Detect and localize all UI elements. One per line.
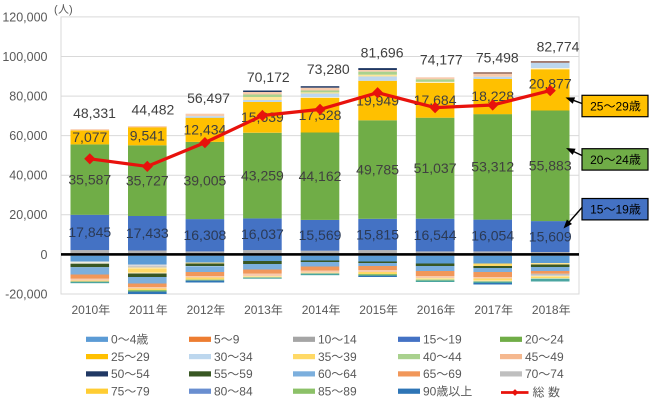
- svg-text:16,544: 16,544: [414, 227, 457, 243]
- svg-text:15,815: 15,815: [356, 226, 399, 242]
- svg-text:2017: 2017: [474, 303, 501, 317]
- svg-text:15: 15: [590, 203, 604, 217]
- svg-text:84: 84: [239, 385, 253, 399]
- svg-text:60: 60: [318, 367, 332, 381]
- svg-text:80: 80: [214, 385, 228, 399]
- svg-text:49: 49: [550, 350, 564, 364]
- svg-text:17,845: 17,845: [68, 224, 111, 240]
- svg-text:40,000: 40,000: [9, 169, 47, 183]
- svg-text:90: 90: [423, 385, 437, 399]
- svg-text:44,162: 44,162: [299, 168, 342, 184]
- svg-text:35,727: 35,727: [126, 172, 169, 188]
- svg-text:69: 69: [448, 367, 462, 381]
- svg-text:20: 20: [525, 333, 539, 347]
- svg-text:29: 29: [136, 350, 150, 364]
- svg-text:2011: 2011: [129, 303, 155, 317]
- svg-text:75,498: 75,498: [476, 50, 519, 66]
- svg-text:16,308: 16,308: [183, 227, 226, 243]
- svg-text:2015: 2015: [359, 303, 386, 317]
- svg-text:120,000: 120,000: [2, 10, 47, 24]
- svg-text:29: 29: [616, 99, 630, 113]
- svg-text:56,497: 56,497: [187, 90, 230, 106]
- svg-text:44,482: 44,482: [131, 102, 174, 118]
- svg-text:15: 15: [423, 333, 437, 347]
- svg-text:): ): [69, 4, 73, 16]
- svg-text:80,000: 80,000: [9, 90, 47, 104]
- svg-text:39: 39: [343, 350, 357, 364]
- svg-text:85: 85: [318, 385, 332, 399]
- svg-text:43,259: 43,259: [241, 167, 284, 183]
- svg-text:54: 54: [136, 367, 150, 381]
- svg-text:2013: 2013: [244, 303, 271, 317]
- svg-text:20,877: 20,877: [529, 75, 572, 91]
- svg-text:4: 4: [130, 333, 137, 347]
- svg-text:74,177: 74,177: [420, 51, 463, 67]
- svg-text:73,280: 73,280: [307, 61, 350, 77]
- svg-text:17,433: 17,433: [126, 225, 169, 241]
- svg-text:24: 24: [550, 333, 564, 347]
- svg-text:70,172: 70,172: [247, 69, 290, 85]
- svg-text:100,000: 100,000: [2, 50, 47, 64]
- svg-text:24: 24: [616, 153, 630, 167]
- svg-text:30: 30: [214, 350, 228, 364]
- svg-text:55,883: 55,883: [529, 158, 572, 174]
- svg-text:75: 75: [111, 385, 125, 399]
- svg-text:44: 44: [448, 350, 462, 364]
- svg-text:49,785: 49,785: [356, 161, 399, 177]
- svg-text:9: 9: [233, 333, 240, 347]
- svg-text:51,037: 51,037: [414, 160, 457, 176]
- svg-text:20,000: 20,000: [9, 208, 47, 222]
- svg-text:12,434: 12,434: [183, 121, 226, 137]
- svg-text:53,312: 53,312: [471, 159, 514, 175]
- svg-text:5: 5: [214, 333, 221, 347]
- svg-text:34: 34: [239, 350, 253, 364]
- svg-text:55: 55: [214, 367, 228, 381]
- svg-text:82,774: 82,774: [537, 39, 580, 55]
- svg-text:70: 70: [525, 367, 539, 381]
- svg-text:2014: 2014: [302, 303, 329, 317]
- svg-text:60,000: 60,000: [9, 129, 47, 143]
- svg-text:20: 20: [590, 153, 604, 167]
- svg-text:10: 10: [318, 333, 332, 347]
- svg-text:39,005: 39,005: [183, 172, 226, 188]
- svg-text:15,569: 15,569: [299, 227, 342, 243]
- svg-text:16,054: 16,054: [471, 227, 514, 243]
- svg-text:25: 25: [111, 350, 125, 364]
- svg-text:64: 64: [343, 367, 357, 381]
- svg-text:9,541: 9,541: [130, 128, 165, 144]
- svg-text:19: 19: [448, 333, 462, 347]
- svg-text:45: 45: [525, 350, 539, 364]
- svg-text:2012: 2012: [187, 303, 214, 317]
- svg-text:(: (: [54, 4, 58, 16]
- svg-text:2018: 2018: [532, 303, 559, 317]
- svg-text:2016: 2016: [417, 303, 444, 317]
- svg-text:35: 35: [318, 350, 332, 364]
- svg-text:74: 74: [550, 367, 564, 381]
- svg-text:89: 89: [343, 385, 357, 399]
- svg-text:14: 14: [343, 333, 357, 347]
- svg-text:19: 19: [616, 203, 630, 217]
- svg-text:16,037: 16,037: [241, 226, 284, 242]
- svg-text:81,696: 81,696: [361, 45, 404, 61]
- svg-text:-20,000: -20,000: [5, 287, 47, 301]
- svg-text:48,331: 48,331: [73, 105, 116, 121]
- svg-text:25: 25: [590, 99, 604, 113]
- svg-text:0: 0: [111, 333, 118, 347]
- svg-text:40: 40: [423, 350, 437, 364]
- svg-text:15,609: 15,609: [529, 228, 572, 244]
- svg-text:2010: 2010: [72, 303, 99, 317]
- svg-text:7,077: 7,077: [72, 129, 107, 145]
- svg-text:59: 59: [239, 367, 253, 381]
- svg-text:79: 79: [136, 385, 150, 399]
- svg-text:35,587: 35,587: [68, 171, 111, 187]
- svg-text:0: 0: [41, 248, 48, 262]
- svg-text:65: 65: [423, 367, 437, 381]
- svg-text:18,228: 18,228: [471, 88, 514, 104]
- svg-text:50: 50: [111, 367, 125, 381]
